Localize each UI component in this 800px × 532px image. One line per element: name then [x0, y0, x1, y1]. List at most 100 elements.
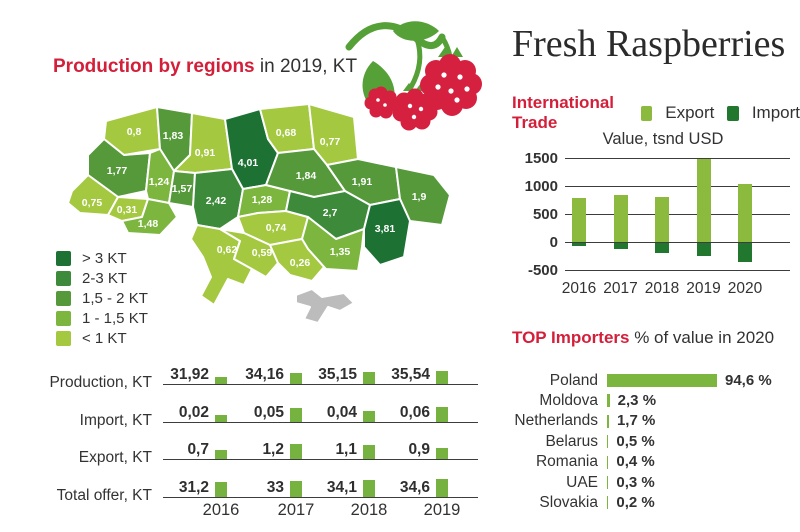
- table-cell-bar: [363, 479, 375, 497]
- table-cell-bar: [363, 445, 375, 459]
- map-region-value-ternopil: 1,24: [149, 176, 170, 188]
- table-cell-bar: [436, 371, 448, 384]
- map-region-kherson: [269, 238, 325, 282]
- map-region-value-volyn: 0,8: [127, 126, 142, 138]
- importer-value-slovakia: 0,2 %: [616, 493, 655, 511]
- map-legend: > 3 KT 2-3 KT 1,5 - 2 KT 1 - 1,5 KT < 1 KT: [56, 248, 148, 348]
- trade-xtick-2018: 2018: [644, 280, 680, 297]
- importer-bar-netherlands: [607, 414, 609, 428]
- table-cell-value: 0,7: [187, 441, 209, 458]
- map-region-value-ivano-frankivsk: 0,31: [117, 204, 138, 216]
- map-legend-swatch: [56, 270, 71, 286]
- table-cell-value: 33: [266, 478, 284, 496]
- map-title-rest: in 2019, KT: [254, 56, 358, 77]
- table-cell-bar: [436, 448, 448, 459]
- map-region-value-vinnytsia: 2,42: [206, 195, 227, 207]
- map-legend-item: 1 - 1,5 KT: [56, 308, 148, 328]
- export-legend-label: Export: [665, 103, 715, 122]
- map-legend-label: < 1 KT: [82, 329, 127, 347]
- map-region-value-donetsk: 3,81: [375, 223, 396, 235]
- map-region-lviv: [87, 138, 151, 198]
- export-bar-2017: [613, 195, 628, 243]
- importer-bar-romania: [607, 455, 609, 469]
- trade-gridline: [565, 157, 790, 160]
- export-legend-swatch: [640, 105, 653, 121]
- table-row-label: Export, KT: [78, 449, 152, 466]
- import-bar-2016: [572, 242, 586, 247]
- table-cell-value: 35,54: [391, 366, 430, 383]
- map-region-value-mykolaiv: 0,59: [252, 247, 273, 259]
- trade-ytick: 500: [532, 206, 558, 223]
- trade-xtick-2020: 2020: [727, 280, 763, 297]
- importer-value-uae: 0,3 %: [616, 473, 655, 491]
- table-cell-bar: [290, 373, 302, 384]
- map-legend-item: > 3 KT: [56, 248, 148, 268]
- table-row-line: [163, 384, 478, 386]
- map-region-value-khmelnytskyi: 1,57: [172, 183, 193, 195]
- table-cell-value: 0,02: [178, 403, 209, 421]
- table-cell-value: 0,9: [408, 441, 430, 458]
- importer-label-uae: UAE: [566, 473, 598, 491]
- table-cell-value: 0,04: [326, 403, 357, 421]
- map-region-vinnytsia: [192, 168, 244, 230]
- table-cell-value: 34,1: [326, 478, 357, 496]
- map-region-value-luhansk: 1,9: [412, 191, 427, 203]
- map-legend-item: < 1 KT: [56, 328, 148, 348]
- map-region-value-zhytomyr: 0,91: [195, 147, 216, 159]
- table-cell-bar: [215, 377, 227, 384]
- table-year-label: 2019: [423, 501, 461, 519]
- table-row-label: Import, KT: [79, 411, 152, 429]
- importer-value-belarus: 0,5 %: [616, 432, 655, 450]
- importer-label-slovakia: Slovakia: [539, 493, 598, 511]
- trade-gridline: [565, 213, 790, 216]
- table-cell-bar: [290, 407, 302, 422]
- map-legend-swatch: [56, 310, 71, 326]
- map-region-value-poltava: 1,84: [296, 170, 317, 182]
- trade-heading: International Trade: [512, 93, 615, 132]
- import-bar-2018: [655, 242, 669, 253]
- table-cell-value: 31,92: [170, 366, 209, 383]
- table-cell-value: 0,06: [399, 403, 430, 421]
- table-cell-value: 34,6: [399, 478, 430, 496]
- importer-value-moldova: 2,3 %: [617, 391, 657, 409]
- trade-gridline: [565, 269, 790, 272]
- map-legend-label: 1,5 - 2 KT: [82, 289, 148, 307]
- import-bar-2019: [696, 242, 711, 256]
- map-region-value-chernihiv: 0,68: [276, 127, 297, 139]
- table-row-line: [163, 459, 478, 461]
- map-region-value-kirovohrad: 0,74: [266, 222, 287, 234]
- importers-heading-red: TOP Importers: [512, 328, 630, 347]
- table-cell-value: 1,1: [335, 441, 357, 458]
- table-cell-bar: [290, 444, 302, 459]
- table-cell-bar: [215, 481, 227, 497]
- trade-gridline: [565, 185, 790, 188]
- trade-xtick-2019: 2019: [686, 280, 721, 297]
- table-row-line: [163, 421, 478, 423]
- trade-gridline: [565, 241, 790, 244]
- map-region-value-sumy: 0,77: [320, 136, 341, 148]
- map-section-title: Production by regions in 2019, KT: [53, 56, 357, 78]
- importer-label-moldova: Moldova: [539, 391, 598, 409]
- trade-xtick-2017: 2017: [603, 280, 638, 297]
- export-bar-2020: [738, 183, 752, 243]
- importer-value-poland: 94,6 %: [725, 371, 772, 389]
- trade-ytick: 1000: [524, 178, 558, 195]
- import-bar-2017: [613, 242, 628, 249]
- table-year-label: 2017: [277, 501, 315, 519]
- map-region-value-chernivtsi: 1,48: [138, 218, 159, 230]
- importer-bar-moldova: [607, 394, 610, 408]
- map-region-value-cherkasy: 1,28: [252, 194, 273, 206]
- map-region-value-dnipropetrovsk: 2,7: [323, 207, 338, 219]
- table-cell-bar: [363, 372, 375, 384]
- table-cell-bar: [436, 478, 448, 497]
- importer-bar-poland: [607, 374, 717, 387]
- import-legend-swatch: [727, 105, 739, 121]
- importer-label-netherlands: Netherlands: [514, 412, 598, 430]
- export-bar-2016: [572, 197, 586, 243]
- map-legend-item: 1,5 - 2 KT: [56, 288, 148, 308]
- table-cell-value: 0,05: [253, 403, 284, 421]
- map-region-crimea: [295, 288, 355, 324]
- map-region-value-rivne: 1,83: [163, 130, 184, 142]
- table-cell-bar: [215, 450, 227, 459]
